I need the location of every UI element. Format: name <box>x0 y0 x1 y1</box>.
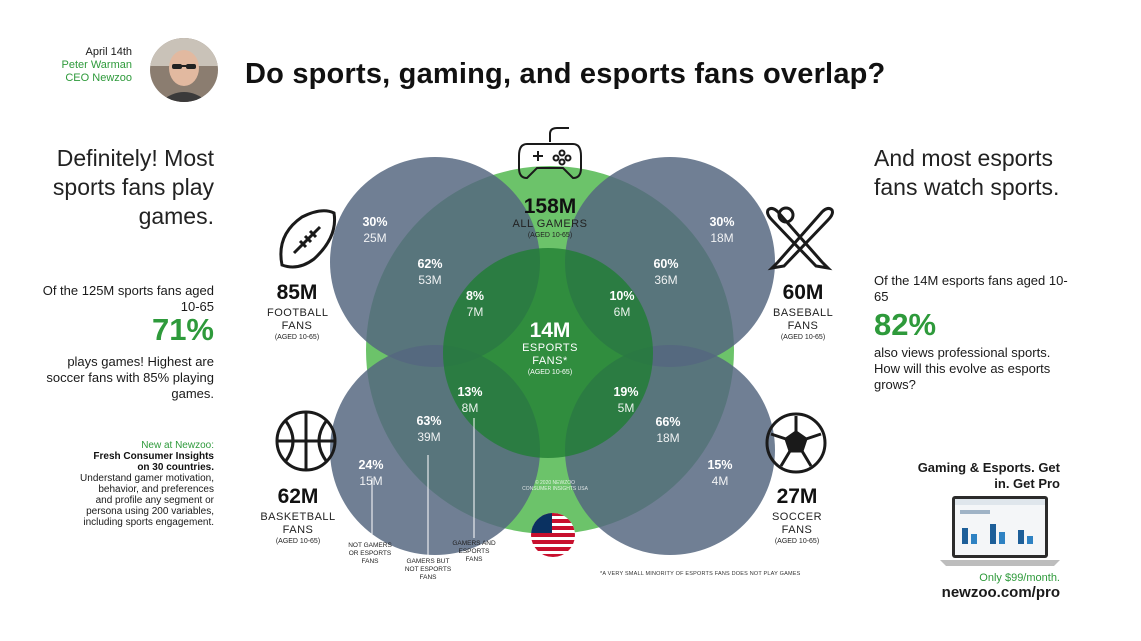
football-count: 85M <box>276 281 318 304</box>
football-name: FOOTBALL FANS <box>267 307 329 332</box>
football-age: (AGED 10-65) <box>274 334 320 341</box>
esports-name-line1: ESPORTS <box>522 342 578 354</box>
football-esports-stat: 8% 7M <box>445 288 505 320</box>
consumer-insights-promo: New at Newzoo: Fresh Consumer Insights o… <box>80 440 214 528</box>
right-stat-intro: Of the 14M esports fans aged 10-65 <box>874 273 1068 304</box>
right-stat-percentage: 82% <box>874 307 937 342</box>
baseball-non-gamers-stat: 30% 18M <box>692 214 752 246</box>
football-gamers-stat: 62% 53M <box>400 256 460 288</box>
stat-count: 6M <box>613 305 631 319</box>
soccer-count: 27M <box>776 485 818 508</box>
author-byline: April 14th Peter Warman CEO Newzoo <box>30 46 132 85</box>
stat-count: 25M <box>363 231 387 245</box>
left-stat-intro: Of the 125M sports fans aged 10-65 <box>42 283 214 314</box>
stat-percentage: 62% <box>417 257 443 271</box>
promo-body-text: Understand gamer motivation, behavior, a… <box>80 473 214 528</box>
stat-count: 39M <box>417 430 441 444</box>
baseball-name: BASEBALL FANS <box>773 307 834 332</box>
esports-name-line2: FANS* <box>532 355 568 367</box>
right-stat-description: also views professional sports. How will… <box>874 345 1051 392</box>
laptop-dashboard-icon <box>938 494 1062 568</box>
stat-percentage: 66% <box>655 415 681 429</box>
post-date: April 14th <box>85 46 132 58</box>
football-icon <box>272 205 342 275</box>
stat-count: 4M <box>711 474 729 488</box>
stat-percentage: 8% <box>465 289 485 303</box>
note-not-gamers: NOT GAMERS OR ESPORTS FANS <box>348 542 392 565</box>
footnote: *A VERY SMALL MINORITY OF ESPORTS FANS D… <box>600 571 801 577</box>
pro-promo-title: Gaming & Esports. Get in. Get Pro <box>917 460 1060 491</box>
gamers-age: (AGED 10-65) <box>527 232 573 239</box>
note-gamers-not-esports: GAMERS BUT NOT ESPORTS FANS <box>404 558 452 581</box>
stat-count: 5M <box>617 401 635 415</box>
basketball-icon <box>273 408 339 474</box>
stat-count: 18M <box>656 431 680 445</box>
note-gamers-and-esports: GAMERS AND ESPORTS FANS <box>452 540 496 563</box>
gamers-count: 158M <box>523 195 577 218</box>
right-headline: And most esports fans watch sports. <box>874 145 1060 200</box>
gamers-name: ALL GAMERS <box>512 218 588 230</box>
soccer-gamers-stat: 66% 18M <box>638 414 698 446</box>
stat-percentage: 30% <box>709 215 735 229</box>
gamepad-icon <box>517 124 583 180</box>
stat-count: 53M <box>418 273 442 287</box>
soccer-name: SOCCER FANS <box>771 511 823 536</box>
stat-count: 18M <box>710 231 734 245</box>
pro-price: Only $99/month. <box>979 572 1060 584</box>
baseball-gamers-stat: 60% 36M <box>636 256 696 288</box>
pro-url-link[interactable]: newzoo.com/pro <box>941 584 1060 601</box>
stat-percentage: 30% <box>362 215 388 229</box>
basketball-gamers-stat: 63% 39M <box>399 413 459 445</box>
stat-percentage: 13% <box>457 385 483 399</box>
basketball-age: (AGED 10-65) <box>275 538 321 545</box>
baseball-age: (AGED 10-65) <box>780 334 826 341</box>
basketball-count: 62M <box>277 485 319 508</box>
stat-percentage: 19% <box>613 385 639 399</box>
left-stat-percentage: 71% <box>151 312 214 347</box>
page-title: Do sports, gaming, and esports fans over… <box>245 58 886 90</box>
esports-label: 14M ESPORTS FANS* (AGED 10-65) <box>500 320 600 377</box>
copyright-notice: © 2020 NEWZOO CONSUMER INSIGHTS USA <box>522 480 588 492</box>
author-name: Peter Warman <box>61 59 132 71</box>
usa-flag-icon <box>530 512 576 558</box>
stat-percentage: 24% <box>358 458 384 472</box>
baseball-label: 60M BASEBALL FANS (AGED 10-65) <box>758 282 848 342</box>
gamers-label: 158M ALL GAMERS (AGED 10-65) <box>490 196 610 240</box>
stat-count: 15M <box>359 474 383 488</box>
esports-circle <box>443 248 653 458</box>
stat-percentage: 63% <box>416 414 442 428</box>
baseball-bats-icon <box>764 202 836 272</box>
stat-count: 7M <box>466 305 484 319</box>
soccer-esports-stat: 19% 5M <box>596 384 656 416</box>
stat-percentage: 10% <box>609 289 635 303</box>
soccer-non-gamers-stat: 15% 4M <box>690 457 750 489</box>
author-title: CEO Newzoo <box>65 72 132 84</box>
basketball-name: BASKETBALL FANS <box>260 511 336 536</box>
basketball-label: 62M BASKETBALL FANS (AGED 10-65) <box>248 486 348 546</box>
football-label: 85M FOOTBALL FANS (AGED 10-65) <box>252 282 342 342</box>
promo-bold-text: Fresh Consumer Insights on 30 countries. <box>93 451 214 473</box>
basketball-non-gamers-stat: 24% 15M <box>341 457 401 489</box>
soccer-age: (AGED 10-65) <box>774 538 820 545</box>
soccer-ball-icon <box>763 410 829 476</box>
esports-age: (AGED 10-65) <box>527 369 573 376</box>
baseball-count: 60M <box>782 281 824 304</box>
football-non-gamers-stat: 30% 25M <box>345 214 405 246</box>
stat-percentage: 60% <box>653 257 679 271</box>
stat-count: 8M <box>461 401 479 415</box>
stat-count: 36M <box>654 273 678 287</box>
left-stat-description: plays games! Highest are soccer fans wit… <box>46 354 214 401</box>
promo-new-label: New at Newzoo: <box>141 440 214 451</box>
left-headline: Definitely! Most sports fans play games. <box>52 145 214 229</box>
baseball-esports-stat: 10% 6M <box>592 288 652 320</box>
soccer-label: 27M SOCCER FANS (AGED 10-65) <box>752 486 842 546</box>
basketball-esports-stat: 13% 8M <box>440 384 500 416</box>
esports-count: 14M <box>529 319 571 342</box>
stat-percentage: 15% <box>707 458 733 472</box>
